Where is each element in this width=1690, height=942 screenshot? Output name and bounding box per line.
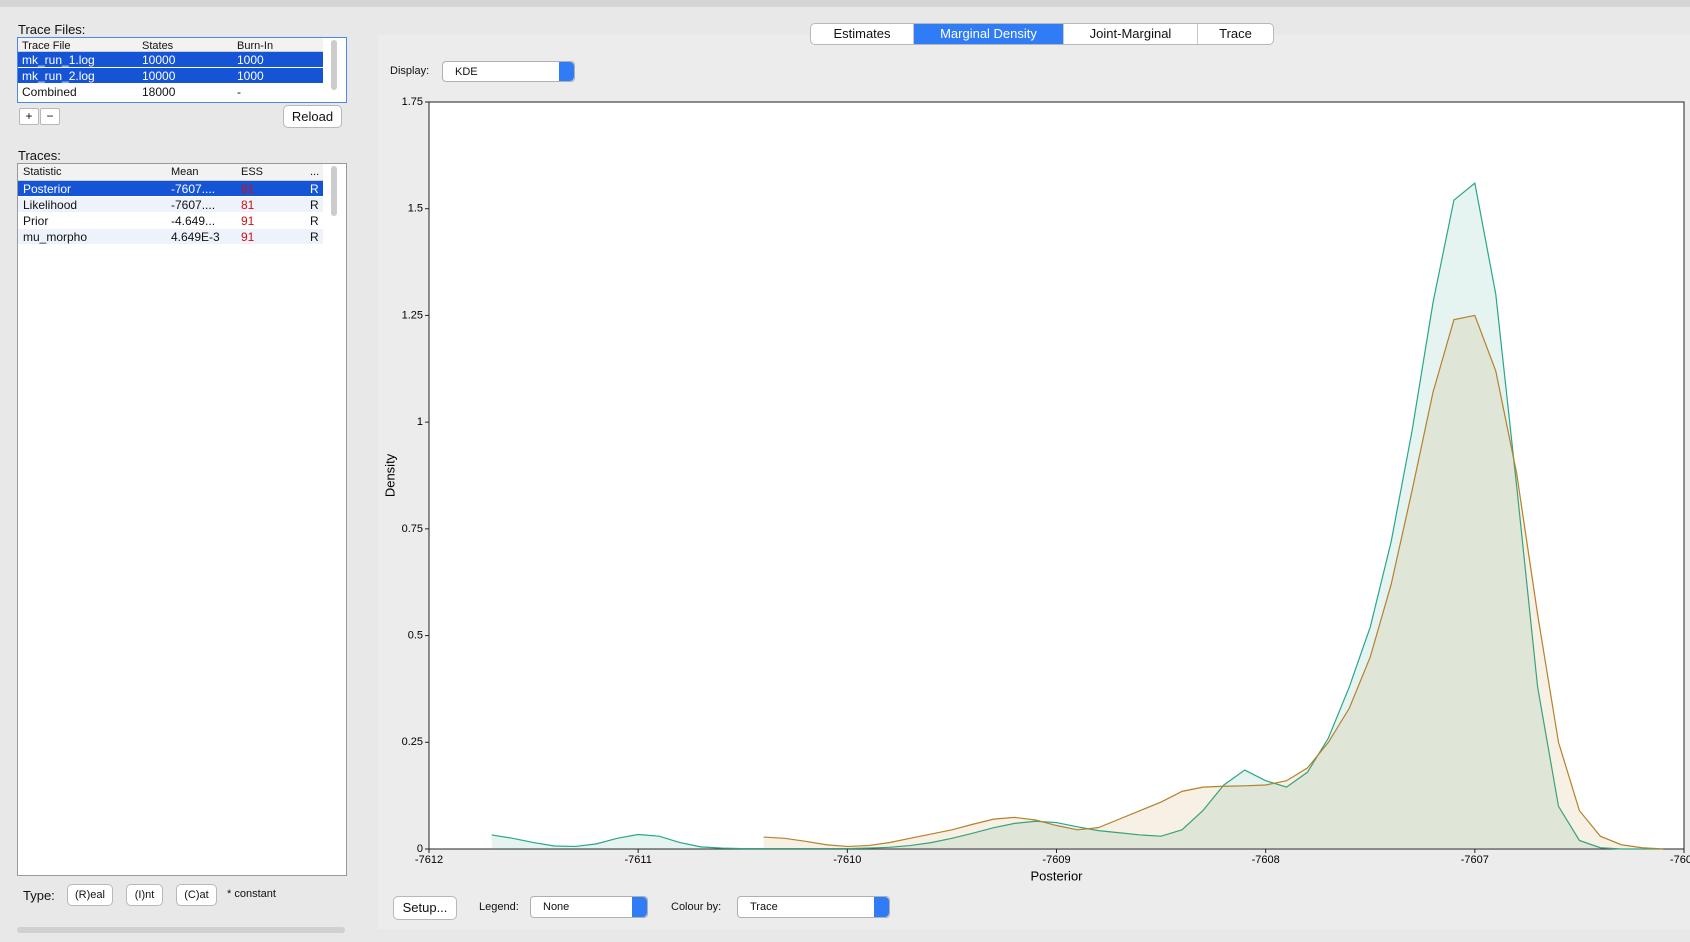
table-cell: 81	[241, 198, 255, 212]
table-cell: Prior	[23, 214, 49, 228]
x-tick-label: -7606	[1670, 854, 1690, 866]
tab[interactable]: Estimates	[833, 26, 891, 41]
table-cell: 10000	[142, 53, 176, 67]
trace-files-table[interactable]: Trace File States Burn-In mk_run_1.log 10000…	[17, 37, 347, 103]
colour-label: Colour by:	[671, 901, 722, 913]
table-cell: 91	[241, 214, 255, 228]
table-cell: mk_run_1.log	[22, 53, 95, 67]
y-tick-label: 0.25	[402, 736, 423, 748]
table-cell: Posterior	[23, 182, 72, 196]
y-tick-label: 0.5	[408, 629, 423, 641]
table-cell: 1000	[237, 53, 264, 67]
scrollbar	[331, 166, 337, 216]
y-axis-label: Density	[382, 453, 397, 497]
table-cell: R	[310, 230, 319, 244]
real-button[interactable]: (R)eal	[67, 884, 113, 906]
table-row[interactable]	[18, 197, 323, 212]
tab-bar: Estimates Marginal Density Joint-Marginal T…	[810, 23, 1274, 45]
column-header: Burn-In	[237, 40, 274, 52]
y-tick-label: 1	[417, 416, 423, 428]
title-bar	[0, 0, 1690, 7]
table-cell: R	[310, 214, 319, 228]
table-cell: -4.649...	[171, 214, 216, 228]
column-header: States	[142, 40, 174, 52]
type-label: Type:	[23, 888, 55, 903]
table-row[interactable]	[18, 229, 323, 244]
x-tick-label: -7607	[1461, 854, 1489, 866]
setup-button[interactable]: Setup...	[393, 896, 457, 920]
y-tick-label: 1.5	[408, 203, 423, 215]
traces-label: Traces:	[18, 148, 61, 163]
reload-button[interactable]: Reload	[283, 105, 342, 128]
table-cell: -	[237, 85, 241, 99]
column-header: ...	[310, 166, 320, 178]
table-cell: R	[310, 198, 319, 212]
table-cell: -7607....	[171, 198, 216, 212]
table-row[interactable]	[18, 84, 323, 99]
int-button[interactable]: (I)nt	[126, 884, 163, 906]
y-tick-label: 0	[417, 843, 423, 855]
table-cell: Likelihood	[23, 198, 78, 212]
scrollbar	[17, 927, 345, 933]
table-row[interactable]	[18, 52, 323, 67]
x-axis-label: Posterior	[1030, 868, 1083, 883]
column-header: Mean	[171, 166, 199, 178]
table-cell: 1000	[237, 69, 264, 83]
cat-button[interactable]: (C)at	[176, 884, 217, 906]
legend-dropdown[interactable]: None	[530, 896, 648, 918]
y-tick-label: 0.75	[402, 523, 423, 535]
tab[interactable]: Joint-Marginal	[1063, 24, 1197, 44]
chart: 0 0.25 0.5 0.75 1 1.25 1.5 1.75 -7612 -7611 -7610 -…	[382, 96, 1690, 884]
table-header	[18, 164, 323, 181]
x-tick-label: -7609	[1042, 854, 1070, 866]
table-row[interactable]	[18, 181, 323, 196]
x-tick-label: -7608	[1252, 854, 1280, 866]
traces-table[interactable]: Statistic Mean ESS... Posterior -7607.... 81 R…	[17, 163, 347, 876]
table-cell: 81	[241, 182, 255, 196]
legend-label: Legend:	[479, 901, 519, 913]
tab[interactable]: Marginal Density	[913, 24, 1063, 44]
column-header: Statistic	[23, 166, 62, 178]
x-tick-label: -7612	[415, 854, 443, 866]
density-area	[763, 315, 1664, 849]
table-cell: 91	[241, 230, 255, 244]
x-tick-label: -7610	[833, 854, 861, 866]
density-area	[491, 183, 1664, 850]
tab[interactable]: Trace	[1197, 24, 1273, 44]
table-cell: -7607....	[171, 182, 216, 196]
trace-files-label: Trace Files:	[18, 22, 86, 37]
display-dropdown[interactable]: KDE	[442, 61, 575, 82]
remove-button[interactable]: −	[40, 108, 60, 125]
table-cell: 10000	[142, 69, 176, 83]
table-cell: mu_morpho	[23, 230, 88, 244]
add-button[interactable]: +	[19, 108, 39, 125]
table-row[interactable]	[18, 213, 323, 228]
density-line	[491, 181, 1664, 850]
legend-value: None	[543, 901, 570, 913]
colour-dropdown[interactable]: Trace	[737, 896, 890, 918]
table-cell: 18000	[142, 85, 176, 99]
y-tick-label: 1.75	[402, 96, 423, 108]
column-header: ESS	[241, 166, 264, 178]
display-value: KDE	[455, 66, 478, 78]
constant-note: * constant	[227, 888, 276, 900]
display-label: Display:	[390, 65, 430, 77]
table-header	[18, 38, 323, 52]
colour-value: Trace	[750, 901, 778, 913]
table-cell: Combined	[22, 85, 77, 99]
table-cell: 4.649E-3	[171, 230, 220, 244]
column-header: Trace File	[22, 40, 71, 52]
table-cell: mk_run_2.log	[22, 69, 95, 83]
x-tick-label: -7611	[625, 854, 652, 866]
density-line	[763, 314, 1664, 850]
y-tick-label: 1.25	[402, 309, 423, 321]
scrollbar	[331, 40, 337, 90]
table-row[interactable]	[18, 68, 323, 83]
table-cell: R	[310, 182, 319, 196]
